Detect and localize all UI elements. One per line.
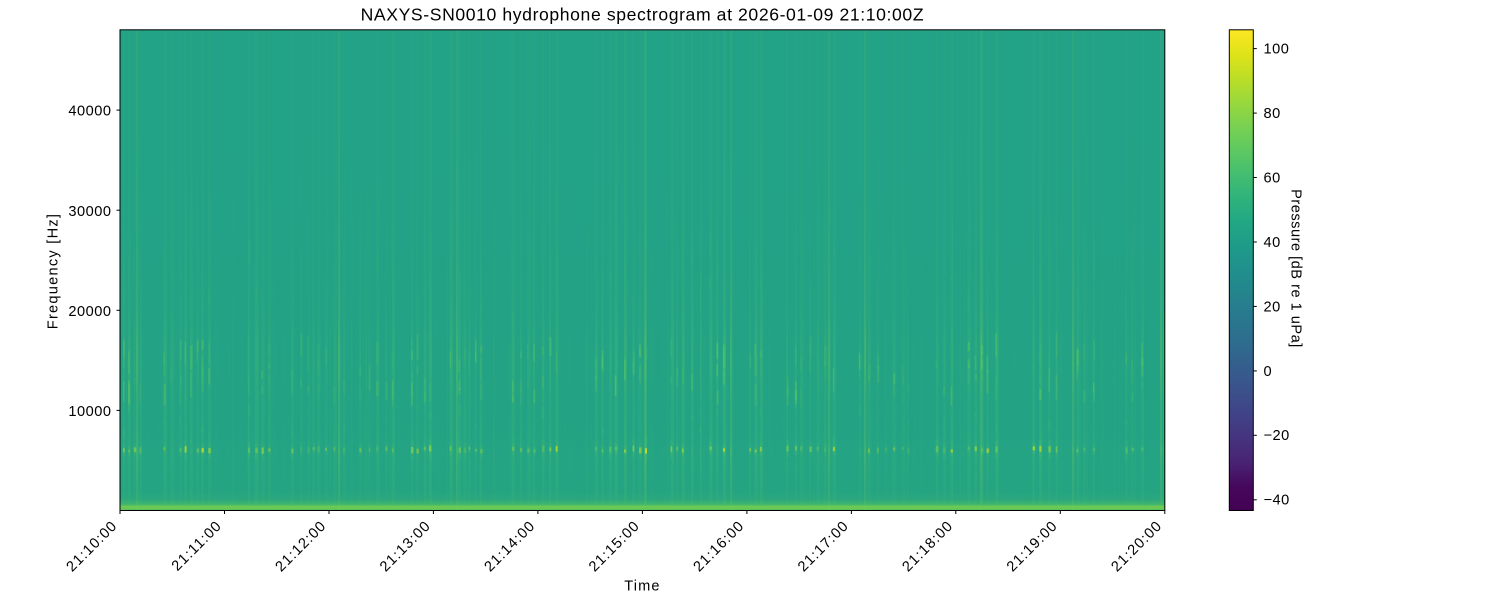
svg-text:Pressure [dB re 1 uPa]: Pressure [dB re 1 uPa]: [1288, 189, 1304, 348]
svg-text:40: 40: [1264, 235, 1281, 251]
svg-text:Time: Time: [624, 579, 660, 595]
svg-text:Frequency [Hz]: Frequency [Hz]: [46, 213, 62, 329]
svg-text:−40: −40: [1264, 493, 1290, 509]
svg-text:80: 80: [1264, 106, 1281, 122]
svg-text:0: 0: [1264, 364, 1273, 380]
svg-text:100: 100: [1264, 42, 1290, 58]
svg-text:30000: 30000: [68, 204, 111, 220]
svg-text:20: 20: [1264, 299, 1281, 315]
svg-text:60: 60: [1264, 170, 1281, 186]
svg-text:10000: 10000: [68, 404, 111, 420]
svg-text:−20: −20: [1264, 428, 1290, 444]
svg-text:NAXYS-SN0010 hydrophone spectr: NAXYS-SN0010 hydrophone spectrogram at 2…: [361, 4, 925, 24]
svg-text:20000: 20000: [68, 304, 111, 320]
svg-text:40000: 40000: [68, 104, 111, 120]
